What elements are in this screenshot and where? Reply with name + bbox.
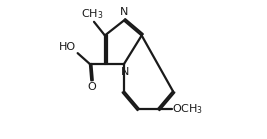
Text: CH$_3$: CH$_3$ <box>81 7 103 21</box>
Text: O: O <box>87 82 96 92</box>
Text: N: N <box>120 7 128 17</box>
Text: OCH$_3$: OCH$_3$ <box>172 102 203 116</box>
Text: N: N <box>120 67 129 77</box>
Text: HO: HO <box>59 42 76 52</box>
